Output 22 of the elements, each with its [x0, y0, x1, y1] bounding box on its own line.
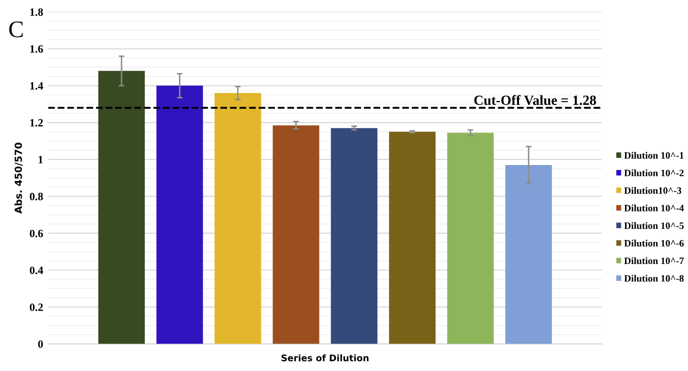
y-tick-label: 1.6 [30, 45, 43, 53]
text: C [9, 21, 23, 38]
ref-line-label: Cut-Off Value = 1.28 [474, 95, 596, 106]
y-tick-label: 0.8 [30, 192, 43, 200]
y-tick-label: 1.2 [30, 119, 43, 127]
legend-label: Dilution 10^-8 [624, 274, 684, 282]
y-axis-title: Abs. 450/570 [14, 142, 23, 214]
x-axis-title: Series of Dilution [282, 354, 368, 362]
legend-label: Dilution 10^-4 [624, 204, 684, 212]
y-tick-label: 1.8 [30, 8, 43, 16]
y-tick-label: 0.2 [30, 303, 43, 312]
legend-label: Dilution 10^-2 [624, 169, 684, 176]
legend-label: Dilution 10^-6 [624, 240, 684, 247]
y-tick-label: 1 [38, 156, 43, 164]
y-tick-label: 0.6 [30, 230, 43, 238]
y-tick-label: 1.4 [30, 82, 44, 90]
legend-label: Dilution 10^-5 [624, 222, 684, 229]
legend-label: Dilution10^-3 [624, 186, 682, 194]
y-tick-label: 0 [38, 340, 43, 348]
legend-label: Dilution 10^-1 [624, 152, 684, 159]
y-tick-label: 0.4 [30, 266, 44, 274]
legend-label: Dilution 10^-7 [624, 257, 684, 264]
